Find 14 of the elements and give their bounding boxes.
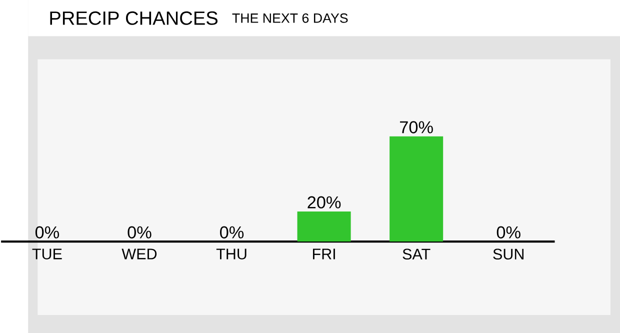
x-tick-label: SAT: [402, 248, 430, 260]
chart-title: PRECIP CHANCES: [50, 11, 218, 25]
data-label: 0%: [220, 226, 244, 238]
data-label: 20%: [308, 196, 341, 208]
x-tick-label: THU: [216, 248, 246, 260]
x-tick-label: TUE: [32, 248, 62, 260]
data-label: 0%: [496, 226, 520, 238]
x-tick-label: FRI: [313, 248, 335, 260]
x-tick-label: SUN: [493, 248, 524, 260]
data-label: 0%: [128, 226, 152, 238]
data-label: 70%: [400, 121, 433, 134]
x-tick-label: WED: [122, 248, 157, 260]
data-label: 0%: [35, 226, 60, 238]
chart-subtitle: THE NEXT 6 DAYS: [232, 13, 348, 23]
